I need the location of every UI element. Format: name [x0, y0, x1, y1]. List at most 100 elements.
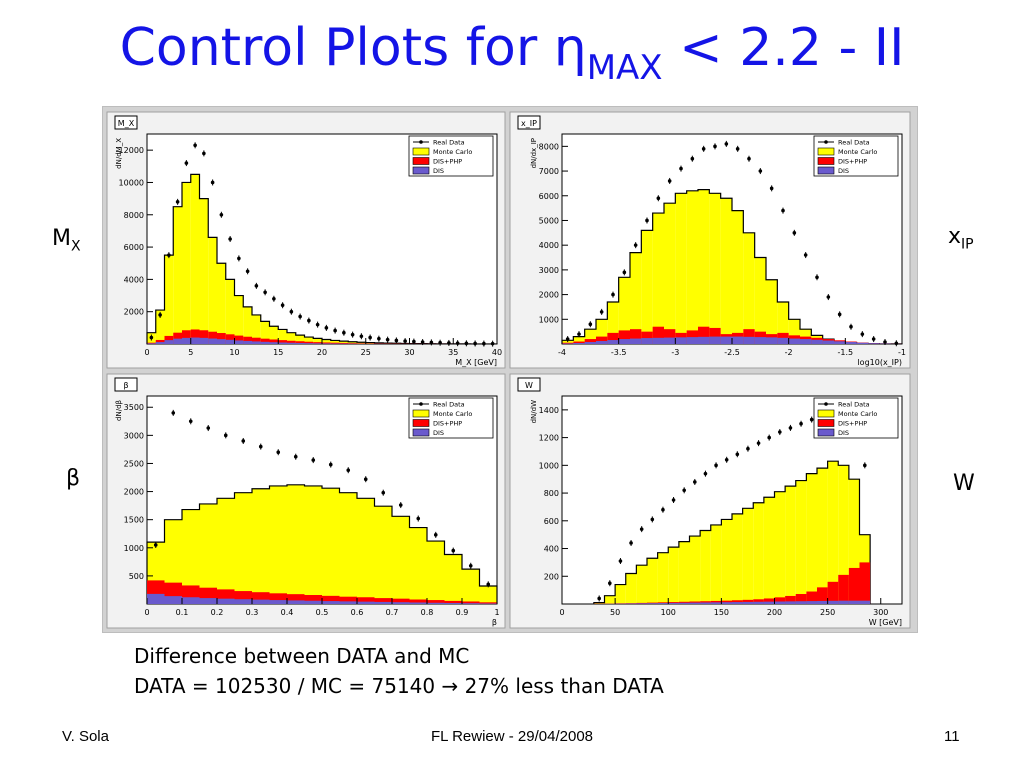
data-point — [690, 156, 695, 161]
x-tick-label: 20 — [317, 348, 327, 357]
bar — [607, 340, 619, 344]
bar — [732, 602, 743, 604]
bar — [754, 257, 766, 344]
bar — [173, 338, 182, 344]
y-tick-label: 5000 — [539, 216, 559, 225]
data-point — [149, 335, 154, 340]
legend-label: DIS — [433, 429, 444, 437]
bar — [208, 237, 217, 344]
data-point — [381, 490, 386, 495]
bar — [584, 329, 596, 344]
data-point — [237, 256, 241, 261]
data-point — [599, 310, 604, 314]
bar — [848, 567, 860, 604]
bar — [357, 597, 375, 604]
bar — [409, 602, 427, 604]
bar — [164, 596, 182, 604]
data-point — [394, 338, 399, 343]
side-label-mx-sub: X — [70, 238, 81, 255]
bar — [322, 343, 331, 344]
bar — [427, 600, 445, 604]
legend-label: DIS+PHP — [433, 420, 462, 428]
bar — [155, 310, 165, 344]
bar — [147, 343, 156, 344]
note-line-2: DATA = 102530 / MC = 75140 → 27% less th… — [134, 674, 664, 698]
y-axis-label: dN/dM_X — [115, 138, 123, 169]
bar — [838, 574, 849, 604]
x-tick-label: -1.5 — [838, 348, 854, 357]
data-point — [377, 336, 381, 341]
bar — [859, 600, 871, 604]
data-point — [193, 143, 197, 148]
bar — [199, 330, 209, 344]
data-point — [656, 196, 661, 201]
x-tick-label: -2 — [785, 348, 793, 357]
bar — [427, 602, 445, 604]
bar — [462, 601, 480, 604]
data-point — [346, 468, 351, 473]
bar — [173, 332, 182, 344]
data-point — [724, 142, 729, 146]
data-point — [385, 337, 390, 342]
x-tick-label: 0.9 — [456, 608, 469, 617]
bar — [392, 598, 410, 604]
data-point — [245, 269, 250, 274]
bar — [190, 337, 200, 344]
histogram-name-box: x_IP — [517, 115, 541, 130]
bar — [641, 338, 653, 344]
bar — [700, 602, 711, 604]
x-tick-label: 300 — [873, 608, 888, 617]
bar — [721, 519, 732, 604]
data-point — [611, 292, 615, 297]
bar — [795, 594, 807, 604]
x-tick-label: 0 — [559, 608, 564, 617]
data-point — [398, 503, 403, 507]
bar — [199, 598, 217, 604]
legend-swatch — [412, 409, 430, 418]
bar — [753, 599, 764, 604]
bar — [675, 337, 687, 344]
bar — [573, 336, 585, 344]
bar — [304, 337, 314, 344]
bar — [252, 592, 270, 604]
y-tick-label: 10000 — [119, 178, 144, 187]
bar — [806, 601, 817, 604]
data-point — [490, 341, 495, 346]
mc-outline — [593, 460, 871, 604]
bar — [330, 342, 340, 344]
histogram-name-box: β — [114, 377, 138, 392]
bar — [313, 338, 322, 344]
bar — [190, 174, 200, 344]
bar — [668, 602, 679, 604]
bar — [155, 339, 165, 344]
bar — [444, 602, 462, 604]
data-point — [293, 454, 298, 459]
bar — [234, 492, 252, 604]
data-point — [412, 339, 416, 344]
bar — [763, 497, 775, 604]
bar — [234, 335, 244, 344]
y-tick-label: 500 — [129, 572, 144, 581]
data-point — [153, 543, 158, 547]
bar — [409, 599, 427, 604]
bar — [304, 600, 322, 604]
bar — [313, 342, 322, 344]
bar — [766, 337, 778, 344]
bar — [584, 339, 596, 344]
series-real-data — [153, 409, 491, 588]
bar — [199, 503, 217, 604]
bar — [630, 252, 642, 344]
name-box-label: W — [525, 381, 533, 390]
legend-swatch — [817, 419, 835, 427]
name-box-frame — [517, 115, 541, 130]
bar — [618, 277, 630, 344]
bar — [838, 600, 849, 604]
y-tick-label: 3500 — [124, 403, 144, 412]
bar — [698, 189, 710, 344]
data-point — [639, 527, 644, 531]
data-point — [342, 330, 346, 335]
bar — [269, 593, 287, 604]
y-tick-label: 12000 — [119, 146, 144, 155]
